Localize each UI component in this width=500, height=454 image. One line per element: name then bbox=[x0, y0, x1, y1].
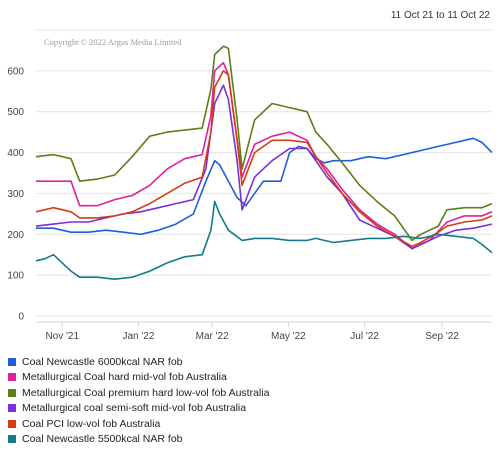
legend-label: Coal PCI low-vol fob Australia bbox=[22, 417, 161, 430]
y-tick-label: 100 bbox=[7, 271, 24, 282]
legend-swatch bbox=[8, 388, 16, 397]
series-line-4 bbox=[35, 84, 493, 250]
legend-label: Metallurgical coal semi-soft mid-vol fob… bbox=[22, 402, 247, 415]
y-tick-label: 0 bbox=[18, 312, 24, 323]
legend-item[interactable]: Coal Newcastle 5500kcal NAR fob bbox=[8, 432, 269, 448]
gridlines bbox=[36, 29, 492, 317]
x-tick-label: Sep '22 bbox=[425, 331, 459, 342]
copyright-watermark: Copyright © 2022 Argus Media Limited bbox=[44, 37, 182, 47]
legend-swatch bbox=[8, 435, 16, 444]
x-tick-label: May '22 bbox=[271, 331, 306, 342]
axes: 0 100 200 300 400 500 600 Nov '21 Jan '22 Mar '22… bbox=[7, 66, 492, 342]
x-tick-label: Nov '21 bbox=[45, 331, 79, 342]
x-tick-label: Jan '22 bbox=[122, 331, 154, 342]
series-lines bbox=[35, 45, 493, 280]
y-tick-label: 400 bbox=[7, 148, 24, 159]
legend-item[interactable]: Coal Newcastle 6000kcal NAR fob bbox=[8, 354, 269, 370]
legend-label: Metallurgical Coal hard mid-vol fob Aust… bbox=[22, 371, 227, 384]
line-chart: Copyright © 2022 Argus Media Limited 0 10… bbox=[7, 29, 493, 342]
series-line-6 bbox=[35, 200, 493, 280]
legend-item[interactable]: Metallurgical coal semi-soft mid-vol fob… bbox=[8, 401, 269, 417]
legend-swatch bbox=[8, 373, 16, 382]
legend-swatch bbox=[8, 404, 16, 413]
series-line-2 bbox=[36, 61, 493, 250]
date-range-label: 11 Oct 21 to 11 Oct 22 bbox=[390, 10, 490, 21]
legend-label: Metallurgical Coal premium hard low-vol … bbox=[22, 386, 270, 399]
x-tick-label: Jul '22 bbox=[350, 331, 379, 342]
y-tick-label: 600 bbox=[7, 66, 24, 77]
legend-swatch bbox=[8, 419, 16, 428]
legend: Coal Newcastle 6000kcal NAR fob Metallurg… bbox=[8, 354, 269, 447]
legend-item[interactable]: Metallurgical Coal hard mid-vol fob Aust… bbox=[8, 370, 269, 386]
series-line-5 bbox=[35, 70, 493, 248]
legend-label: Coal Newcastle 5500kcal NAR fob bbox=[22, 433, 183, 446]
legend-swatch bbox=[8, 357, 16, 366]
legend-item[interactable]: Coal PCI low-vol fob Australia bbox=[8, 416, 269, 432]
series-line-3 bbox=[35, 45, 493, 242]
x-tick-label: Mar '22 bbox=[196, 331, 229, 342]
legend-item[interactable]: Metallurgical Coal premium hard low-vol … bbox=[8, 385, 269, 401]
y-tick-label: 200 bbox=[7, 230, 24, 241]
legend-label: Coal Newcastle 6000kcal NAR fob bbox=[22, 355, 183, 368]
series-line-1 bbox=[36, 137, 493, 236]
y-tick-label: 300 bbox=[7, 189, 24, 200]
y-tick-label: 500 bbox=[7, 107, 24, 118]
